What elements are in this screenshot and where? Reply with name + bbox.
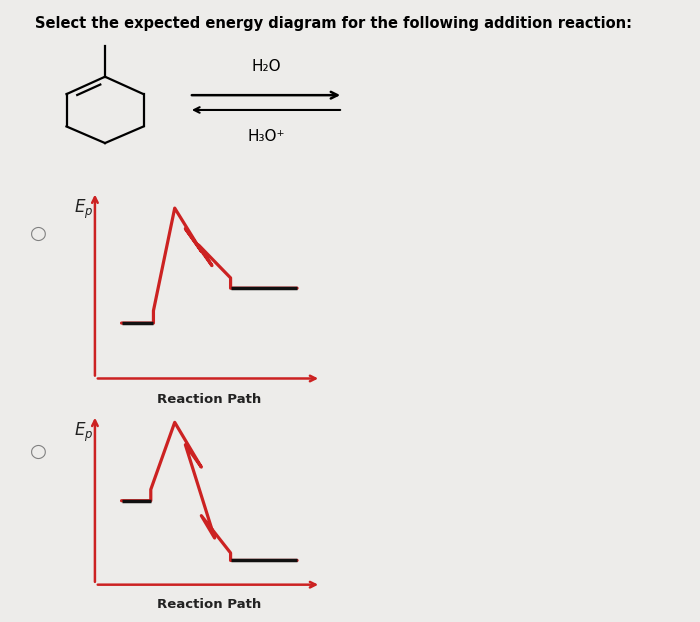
Text: Select the expected energy diagram for the following addition reaction:: Select the expected energy diagram for t…: [35, 16, 632, 30]
Text: H₂O: H₂O: [251, 59, 281, 74]
Text: H₃O⁺: H₃O⁺: [247, 129, 285, 144]
Text: ○: ○: [30, 442, 47, 460]
Text: Reaction Path: Reaction Path: [158, 393, 261, 406]
Text: Reaction Path: Reaction Path: [158, 598, 261, 611]
Text: ○: ○: [30, 224, 47, 243]
Text: $E_p$: $E_p$: [74, 198, 93, 221]
Text: $E_p$: $E_p$: [74, 420, 93, 443]
